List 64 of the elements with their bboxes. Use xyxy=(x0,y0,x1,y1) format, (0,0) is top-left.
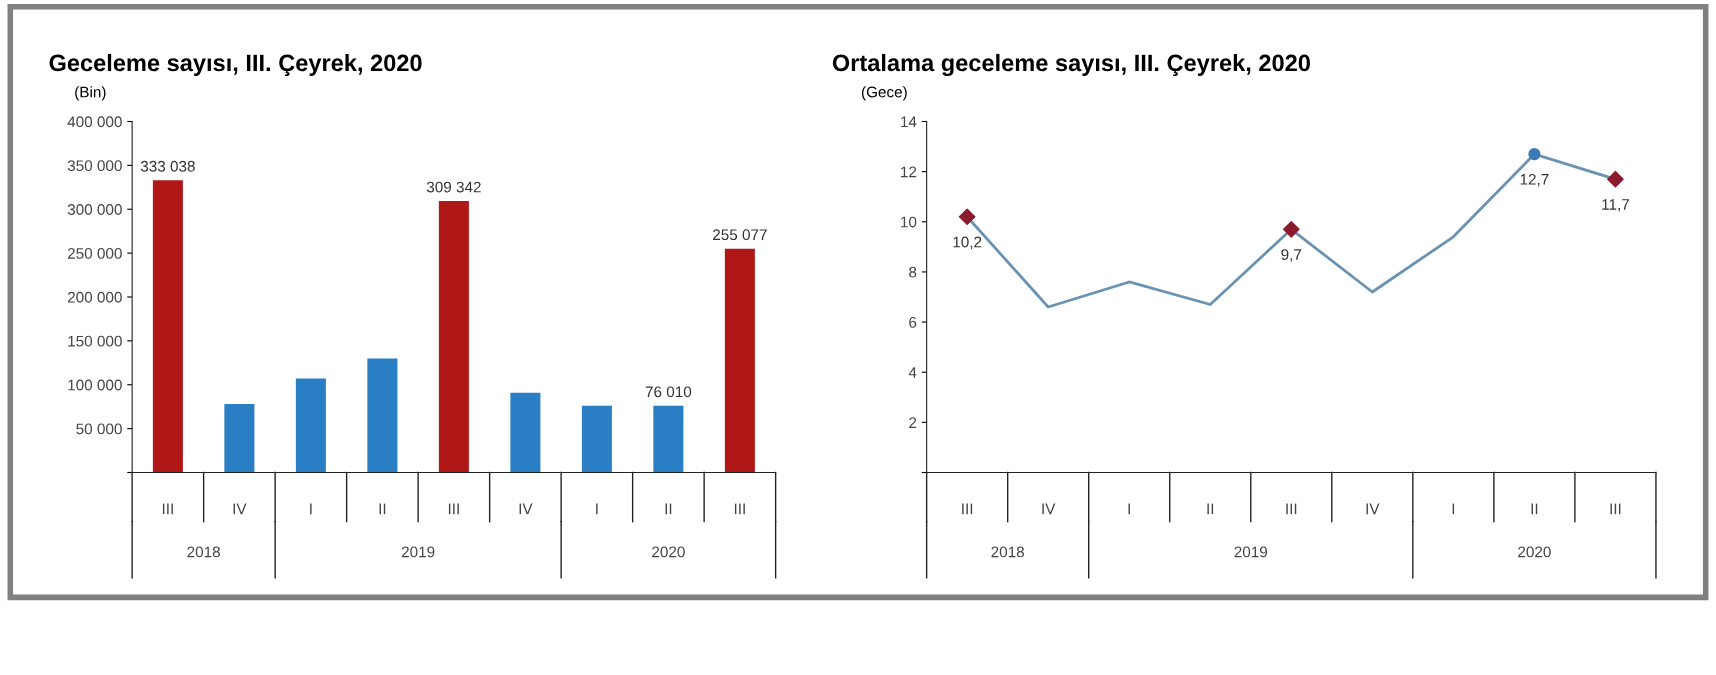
point xyxy=(958,208,976,226)
y-tick-label: 6 xyxy=(909,316,917,328)
y-tick-label: 350 000 xyxy=(67,160,122,172)
y-tick-label: 50 000 xyxy=(76,423,122,435)
x-tick-label: II xyxy=(665,503,672,515)
x-tick-label: IV xyxy=(519,503,533,515)
y-tick-label: 14 xyxy=(901,116,917,128)
bar xyxy=(438,201,469,473)
y-axis-title: (Gece) xyxy=(861,86,907,101)
bar xyxy=(724,248,755,473)
bar xyxy=(653,405,684,473)
y-tick-label: 200 000 xyxy=(67,291,122,303)
x-tick-label: III xyxy=(962,503,973,515)
y-tick-label: 12 xyxy=(901,166,917,178)
x-tick-label: IV xyxy=(233,503,247,515)
data-label: 10,2 xyxy=(953,236,982,250)
y-tick-label: 8 xyxy=(909,266,917,278)
data-label: 9,7 xyxy=(1281,249,1302,262)
data-label: 333 038 xyxy=(140,160,195,172)
bar xyxy=(295,378,326,473)
text: 2020 xyxy=(1518,546,1551,558)
x-tick-label: IV xyxy=(1366,503,1380,515)
y-tick-label: 400 000 xyxy=(67,116,122,128)
y-tick-label: 10 xyxy=(901,216,917,228)
x-tick-label: III xyxy=(162,503,173,515)
x-tick-label: I xyxy=(310,503,312,515)
point xyxy=(1607,170,1624,188)
bar xyxy=(367,358,398,473)
x-tick-label: II xyxy=(1531,503,1538,515)
data-label: 12,7 xyxy=(1520,173,1549,187)
x-tick-label: II xyxy=(1207,503,1214,515)
point xyxy=(1282,221,1300,238)
text: 2018 xyxy=(187,546,220,558)
y-tick-label: 150 000 xyxy=(68,335,122,347)
chart-title: Geceleme sayısı, III. Çeyrek, 2020 xyxy=(49,53,422,76)
x-tick-label: III xyxy=(1610,503,1621,515)
y-tick-label: 2 xyxy=(909,417,917,428)
x-tick-label: III xyxy=(1286,503,1297,515)
y-tick-label: 100 000 xyxy=(68,379,122,391)
data-label: 11,7 xyxy=(1602,199,1629,212)
text: 2019 xyxy=(1234,546,1268,558)
text: 2019 xyxy=(401,546,435,558)
bar xyxy=(581,405,612,473)
data-label: 255 077 xyxy=(713,229,767,241)
y-tick-label: 250 000 xyxy=(67,247,122,259)
text: 2018 xyxy=(991,546,1024,558)
point xyxy=(1528,148,1541,161)
x-tick-label: III xyxy=(448,503,459,515)
x-tick-label: I xyxy=(1128,503,1130,515)
chart-title: Ortalama geceleme sayısı, III. Çeyrek, 2020 xyxy=(832,53,1310,77)
x-tick-label: I xyxy=(1452,503,1455,515)
x-tick-label: II xyxy=(379,503,386,515)
y-axis-title: (Bin) xyxy=(75,86,106,101)
x-tick-label: IV xyxy=(1042,503,1056,515)
x-tick-label: I xyxy=(596,503,598,515)
text: 2020 xyxy=(652,546,685,558)
data-label: 309 342 xyxy=(426,181,481,193)
y-tick-label: 4 xyxy=(908,367,917,378)
data-label: 76 010 xyxy=(645,386,692,398)
bar xyxy=(510,392,541,473)
x-tick-label: III xyxy=(734,503,745,515)
bar xyxy=(152,180,183,473)
y-tick-label: 300 000 xyxy=(67,204,122,215)
bar xyxy=(224,404,255,473)
